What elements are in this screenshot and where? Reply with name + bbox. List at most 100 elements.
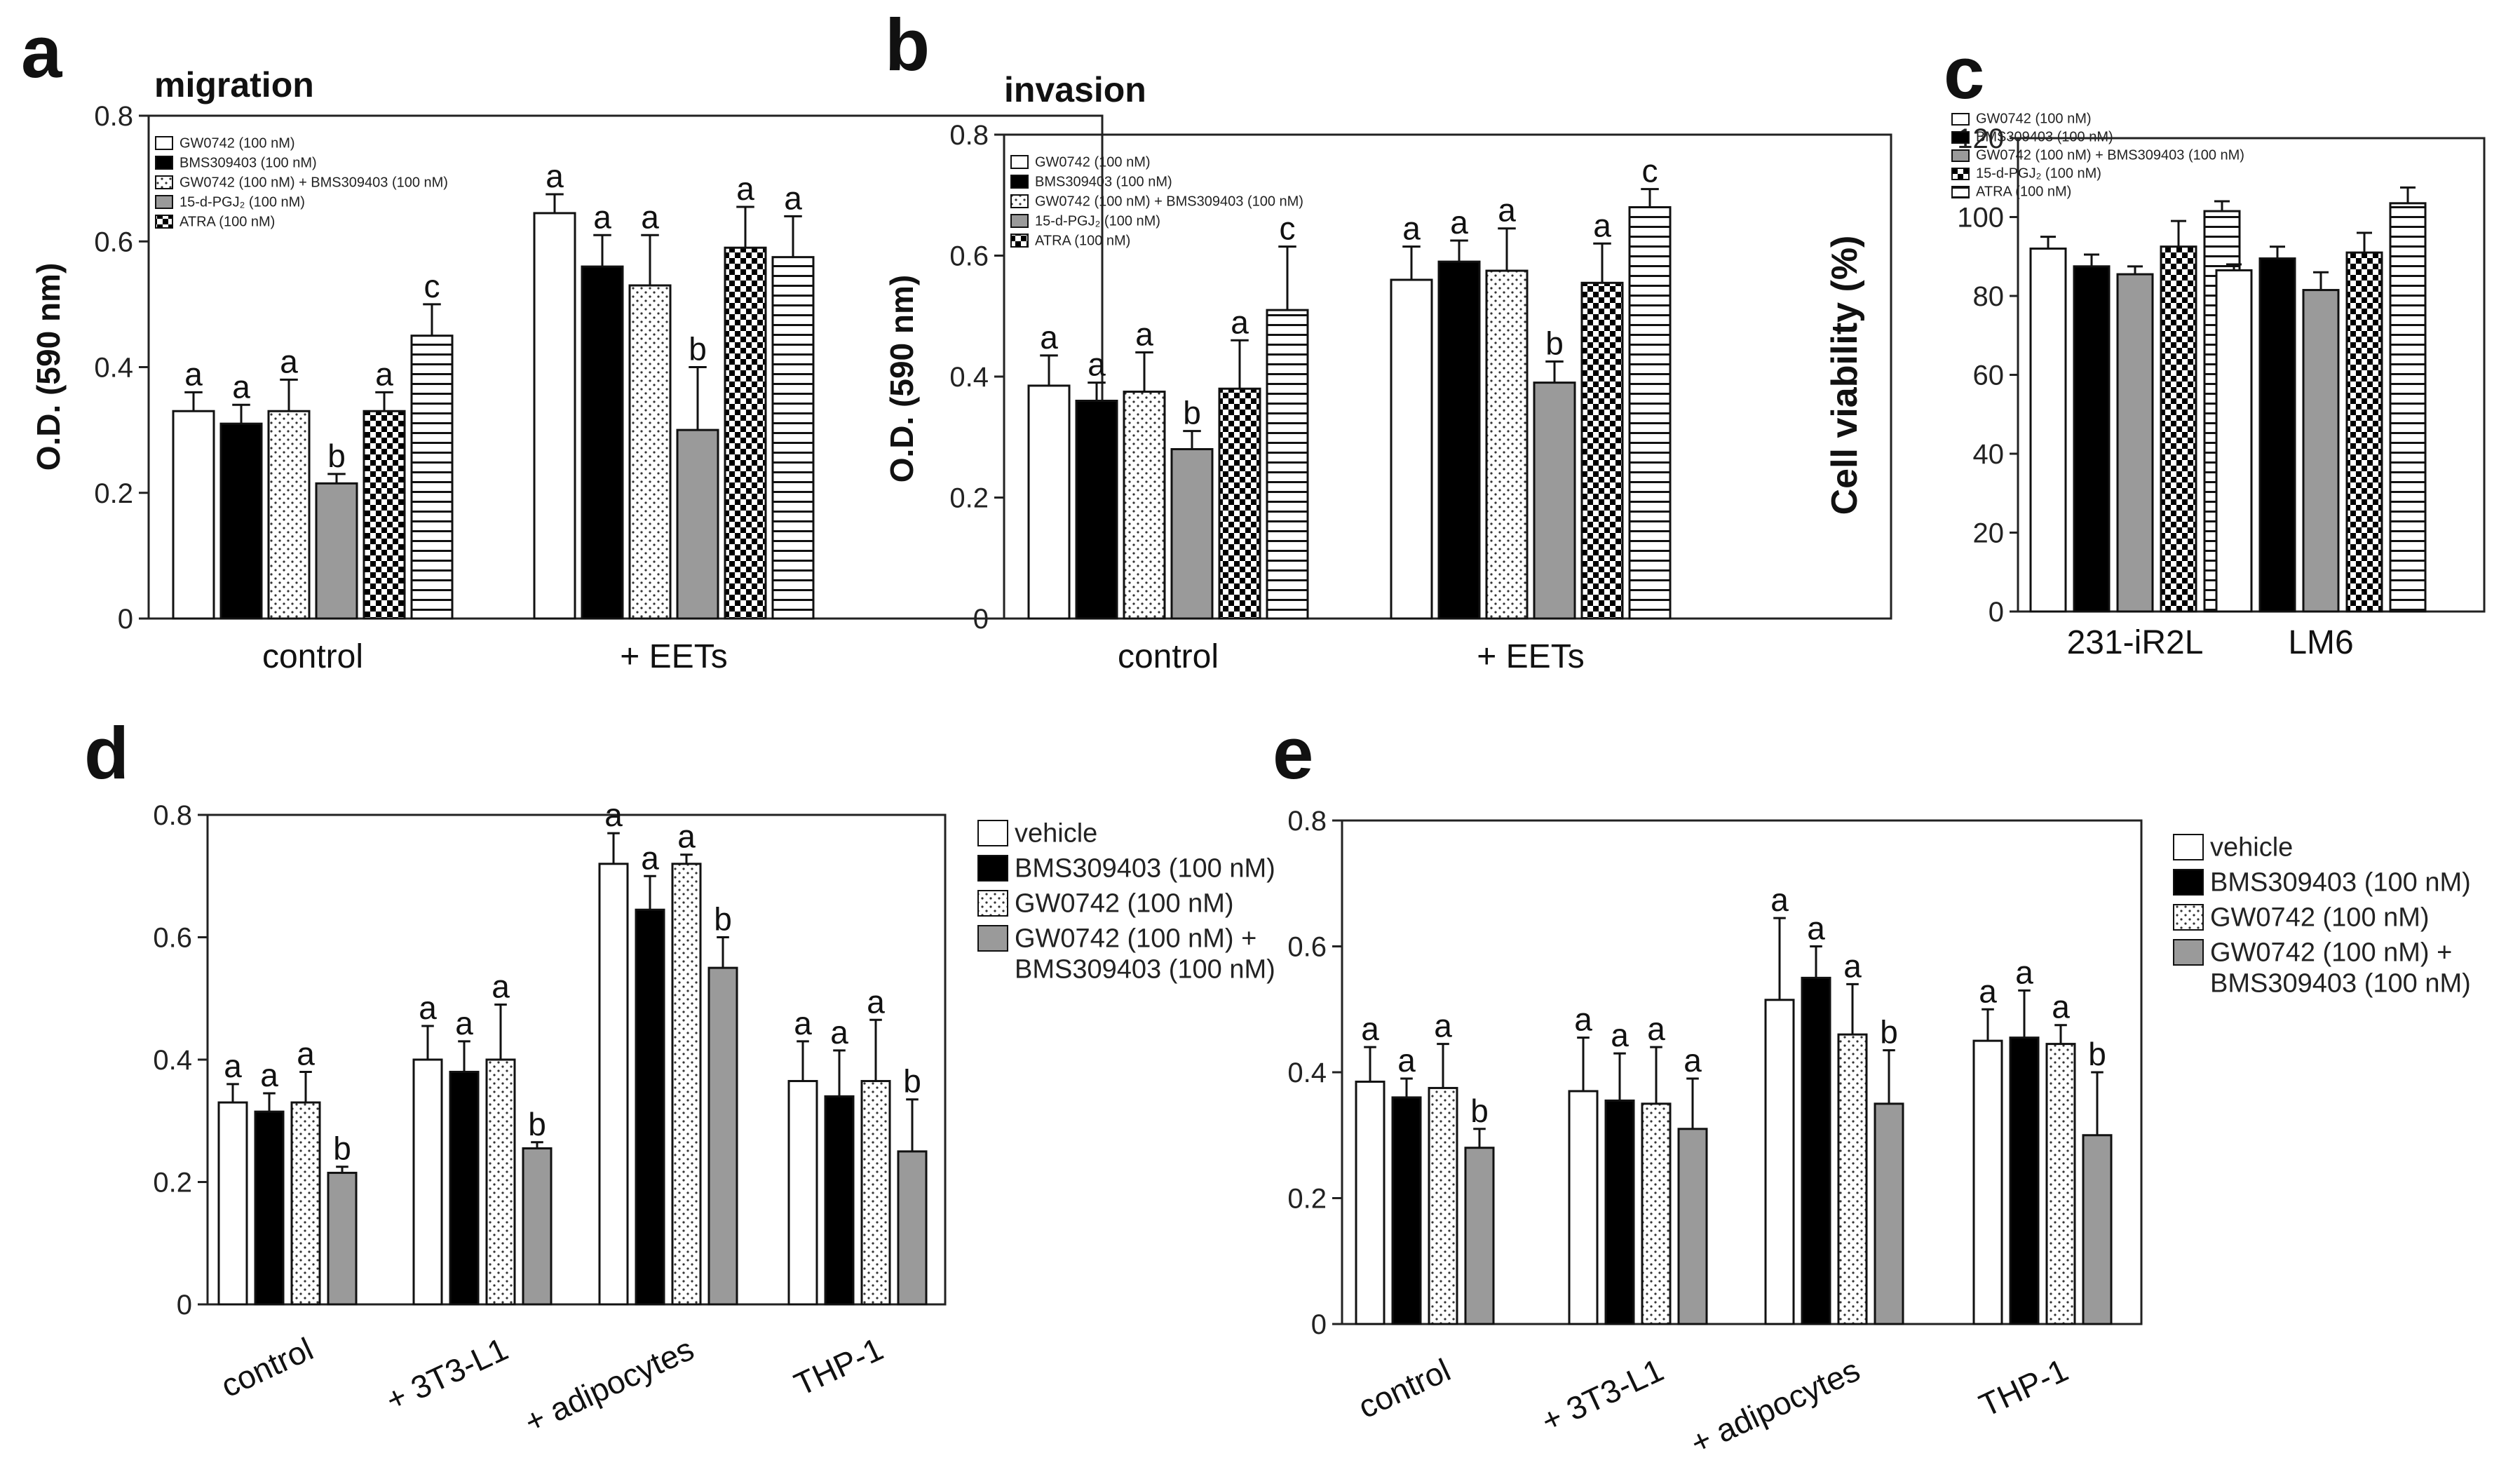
y-axis-label: O.D. (590 nm) <box>30 263 67 471</box>
significance-letter: a <box>784 180 802 216</box>
significance-letter: a <box>641 839 659 876</box>
panel-letter: a <box>21 11 63 93</box>
bar-b-2-1 <box>1390 278 1433 620</box>
bar-a-1-1 <box>172 410 215 620</box>
panel-letter: b <box>885 4 930 86</box>
bar-c-2-1 <box>2215 269 2253 613</box>
bar-b-2-5 <box>1580 281 1624 620</box>
legend-swatch <box>977 925 1008 952</box>
legend-swatch <box>155 175 173 189</box>
significance-letter: b <box>2088 1036 2106 1072</box>
significance-letter: a <box>546 158 564 194</box>
significance-letter: a <box>1843 947 1862 984</box>
significance-letter: b <box>327 438 346 474</box>
significance-letter: a <box>297 1035 315 1072</box>
y-axis-label: O.D. (590 nm) <box>883 275 920 483</box>
y-tick-label: 20 <box>1973 518 2005 549</box>
y-tick-label: 0.8 <box>1287 806 1327 837</box>
significance-letter: b <box>689 331 707 367</box>
bar-b-2-6 <box>1628 206 1672 620</box>
y-tick-label: 0 <box>973 604 989 635</box>
bar-c-2-2 <box>2258 257 2296 613</box>
legend-label: 15-d-PGJ₂ (100 nM) <box>1976 166 2101 182</box>
significance-letter: a <box>1434 1008 1452 1044</box>
bar-d-3-1 <box>598 863 629 1306</box>
bar-b-1-3 <box>1123 391 1166 620</box>
bar-e-1-2 <box>1391 1096 1422 1325</box>
significance-letter: a <box>224 1048 242 1084</box>
significance-letter: c <box>424 268 440 304</box>
bar-d-4-3 <box>860 1080 891 1306</box>
bar-a-1-5 <box>363 410 406 620</box>
bar-a-1-3 <box>267 410 311 620</box>
legend-swatch <box>1951 186 1970 198</box>
significance-letter: a <box>1611 1017 1629 1053</box>
bar-a-1-2 <box>219 422 263 620</box>
bar-e-2-4 <box>1677 1128 1708 1325</box>
significance-letter: a <box>1979 973 1997 1009</box>
bar-a-2-5 <box>724 246 767 620</box>
significance-letter: b <box>1183 395 1201 431</box>
x-category-label: + 3T3-L1 <box>1536 1351 1669 1439</box>
legend-label: GW0742 (100 nM) + BMS309403 (100 nM) <box>1015 924 1275 985</box>
bar-c-1-3 <box>2116 273 2154 613</box>
legend-swatch <box>155 195 173 209</box>
significance-letter: a <box>1574 1001 1592 1038</box>
bar-c-1-2 <box>2073 265 2111 613</box>
bar-b-2-3 <box>1485 269 1529 620</box>
y-tick-label: 0.6 <box>1287 932 1327 963</box>
significance-letter: c <box>1642 153 1658 189</box>
bar-a-1-6 <box>410 335 454 620</box>
significance-letter: a <box>604 797 623 833</box>
legend-label: GW0742 (100 nM) <box>1976 112 2092 127</box>
y-tick-label: 0 <box>118 604 133 635</box>
bar-c-1-1 <box>2029 248 2067 613</box>
bar-e-4-1 <box>1972 1039 2003 1325</box>
legend-label: BMS309403 (100 nM) <box>1015 854 1275 884</box>
significance-letter: a <box>184 356 203 392</box>
bar-d-2-3 <box>485 1058 516 1306</box>
chart-title: invasion <box>1004 70 1146 109</box>
legend-swatch <box>155 215 173 229</box>
x-category-label: THP-1 <box>789 1330 888 1403</box>
legend-label: GW0742 (100 nM) <box>2210 903 2430 933</box>
significance-letter: b <box>333 1130 351 1167</box>
significance-letter: a <box>2052 989 2070 1025</box>
bar-b-1-1 <box>1027 384 1071 620</box>
y-tick-label: 0.6 <box>949 241 989 272</box>
legend-swatch <box>977 855 1008 882</box>
bar-a-2-6 <box>771 256 815 620</box>
x-category-label: control <box>215 1330 318 1404</box>
bar-e-1-3 <box>1428 1086 1458 1325</box>
legend-swatch <box>2173 904 2204 931</box>
significance-letter: a <box>1593 207 1611 243</box>
significance-letter: a <box>260 1057 278 1093</box>
bar-d-2-2 <box>449 1070 480 1306</box>
bar-d-3-3 <box>671 863 702 1306</box>
significance-letter: a <box>1770 882 1789 918</box>
legend-label: vehicle <box>1015 819 1097 849</box>
significance-letter: a <box>280 343 298 379</box>
bar-d-2-1 <box>412 1058 443 1306</box>
y-tick-label: 0.2 <box>153 1168 192 1198</box>
y-tick-label: 0.8 <box>153 800 192 831</box>
significance-letter: a <box>1450 204 1468 241</box>
legend-swatch <box>2173 834 2204 860</box>
x-category-label: THP-1 <box>1974 1351 2073 1424</box>
bar-a-2-3 <box>628 284 672 620</box>
legend-swatch <box>2173 939 2204 966</box>
legend-swatch <box>1951 113 1970 126</box>
legend-swatch <box>977 890 1008 917</box>
x-category-label: control <box>262 638 363 675</box>
bar-e-1-1 <box>1355 1080 1386 1325</box>
y-tick-label: 0.4 <box>94 353 133 384</box>
significance-letter: a <box>2015 954 2033 990</box>
significance-letter: a <box>1807 910 1825 947</box>
y-tick-label: 0.4 <box>1287 1058 1327 1088</box>
x-category-label: + EETs <box>1477 638 1584 675</box>
significance-letter: a <box>1498 192 1516 229</box>
legend-label: GW0742 (100 nM) + BMS309403 (100 nM) <box>2210 938 2471 999</box>
legend-label: GW0742 (100 nM) + BMS309403 (100 nM) <box>1976 148 2244 163</box>
legend-label: GW0742 (100 nM) + BMS309403 (100 nM) <box>179 175 448 190</box>
bar-d-1-2 <box>254 1110 285 1306</box>
